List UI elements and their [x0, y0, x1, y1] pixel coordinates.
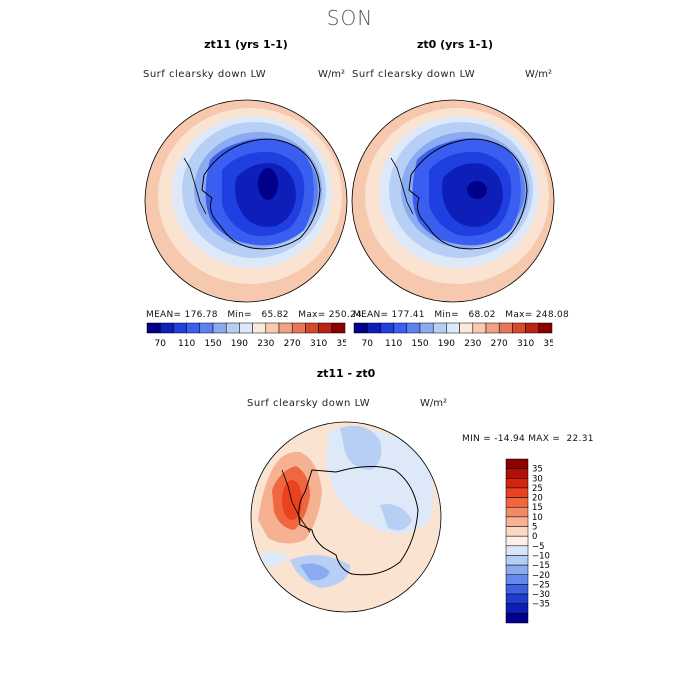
colorbar-swatch — [199, 322, 214, 334]
colorbar-tick-label: 310 — [310, 339, 327, 349]
colorbar-tick-label: 270 — [491, 339, 508, 349]
colorbar-tick-label: 190 — [438, 339, 455, 349]
colorbar-swatch — [331, 322, 346, 334]
colorbar-swatch — [505, 603, 529, 614]
panel-1-units: W/m² — [318, 69, 346, 80]
colorbar-tick-label: 350 — [336, 339, 346, 349]
colorbar-swatch — [505, 574, 529, 585]
colorbar-tick-label: 270 — [284, 339, 301, 349]
colorbar-tick-label: −20 — [532, 571, 550, 581]
colorbar-swatch — [225, 322, 240, 334]
colorbar-tick-label: 30 — [532, 474, 543, 484]
colorbar-tick-label: 5 — [532, 523, 537, 533]
panel-2-colorbar: 70 110 150 190 230 270 310 350 — [353, 322, 553, 349]
colorbar-swatch — [318, 322, 333, 334]
panel-3-map — [251, 422, 441, 612]
colorbar-tick-label: 15 — [532, 503, 543, 513]
colorbar-swatch — [505, 613, 529, 624]
colorbar-swatch — [380, 322, 394, 334]
panel-1-colorbar: 70 110 150 190 230 270 310 350 — [146, 322, 346, 349]
panel-1-stats: MEAN= 176.78 Min= 65.82 Max= 250.24 — [146, 310, 363, 320]
colorbar-swatch — [419, 322, 434, 334]
colorbar-tick-label: −35 — [532, 600, 550, 610]
colorbar-tick-label: 110 — [385, 339, 402, 349]
colorbar-tick-label: 0 — [532, 532, 537, 542]
colorbar-swatch — [432, 322, 447, 334]
colorbar-swatch — [505, 535, 529, 547]
colorbar-tick-label: 35 — [532, 465, 543, 475]
colorbar-tick-label: 150 — [411, 339, 428, 349]
colorbar-tick-label: 230 — [257, 339, 274, 349]
colorbar-swatch — [252, 322, 267, 334]
colorbar-tick-label: −15 — [532, 561, 550, 571]
colorbar-tick-label: 230 — [464, 339, 481, 349]
colorbar-tick-label: 10 — [532, 513, 543, 523]
colorbar-tick-label: −25 — [532, 580, 550, 590]
colorbar-tick-label: 150 — [204, 339, 221, 349]
colorbar-tick-label: 310 — [517, 339, 534, 349]
panel-2-title: zt0 (yrs 1-1) — [416, 38, 494, 51]
colorbar-swatch — [173, 322, 187, 334]
figure-title: SON — [326, 6, 374, 30]
colorbar-tick-label: −10 — [532, 551, 550, 561]
colorbar-tick-label: 350 — [543, 339, 553, 349]
colorbar-swatch — [393, 322, 408, 334]
colorbar-swatch — [239, 322, 253, 334]
colorbar-swatch — [146, 322, 161, 334]
colorbar-swatch — [505, 555, 529, 566]
colorbar-swatch — [505, 458, 529, 469]
panel-2-variable: Surf clearsky down LW — [352, 69, 476, 80]
colorbar-swatch — [305, 322, 319, 334]
colorbar-swatch — [505, 478, 529, 489]
colorbar-swatch — [512, 322, 526, 334]
colorbar-swatch — [406, 322, 421, 334]
colorbar-swatch — [291, 322, 306, 334]
colorbar-swatch — [505, 468, 529, 479]
colorbar-swatch — [505, 564, 529, 576]
colorbar-tick-label: −5 — [532, 542, 545, 552]
colorbar-swatch — [505, 593, 529, 604]
colorbar-swatch — [485, 322, 500, 334]
colorbar-swatch — [505, 584, 529, 595]
panel-3-units: W/m² — [420, 398, 448, 409]
colorbar-swatch — [505, 526, 529, 537]
colorbar-swatch — [353, 322, 368, 334]
colorbar-swatch — [505, 487, 529, 498]
panel-3-variable: Surf clearsky down LW — [247, 398, 371, 409]
colorbar-swatch — [446, 322, 460, 334]
panel-1-variable: Surf clearsky down LW — [143, 69, 267, 80]
colorbar-swatch — [265, 322, 280, 334]
colorbar-swatch — [505, 497, 529, 508]
panel-2-units: W/m² — [525, 69, 553, 80]
colorbar-swatch — [159, 322, 174, 334]
colorbar-swatch — [459, 322, 474, 334]
panel-3-stats: MIN = -14.94 MAX = 22.31 — [462, 434, 594, 444]
colorbar-swatch — [472, 322, 487, 334]
colorbar-tick-label: 20 — [532, 494, 543, 504]
colorbar-swatch — [505, 516, 529, 527]
colorbar-swatch — [525, 322, 540, 334]
colorbar-tick-label: −30 — [532, 590, 550, 600]
colorbar-tick-label: 70 — [154, 339, 166, 349]
colorbar-tick-label: 110 — [178, 339, 195, 349]
colorbar-swatch — [186, 322, 201, 334]
panel-2-map — [352, 100, 554, 302]
panel-1-title: zt11 (yrs 1-1) — [204, 38, 288, 51]
colorbar-tick-label: 190 — [231, 339, 248, 349]
colorbar-swatch — [505, 545, 529, 556]
colorbar-swatch — [278, 322, 293, 334]
colorbar-tick-label: 70 — [361, 339, 373, 349]
colorbar-swatch — [538, 322, 553, 334]
colorbar-swatch — [366, 322, 381, 334]
colorbar-swatch — [498, 322, 513, 334]
panel-1-map — [145, 100, 347, 302]
colorbar-swatch — [505, 506, 529, 518]
colorbar-tick-label: 25 — [532, 484, 543, 494]
panel-2-stats: MEAN= 177.41 Min= 68.02 Max= 248.08 — [353, 310, 570, 320]
colorbar-swatch — [212, 322, 227, 334]
panel-3-title: zt11 - zt0 — [316, 367, 376, 380]
